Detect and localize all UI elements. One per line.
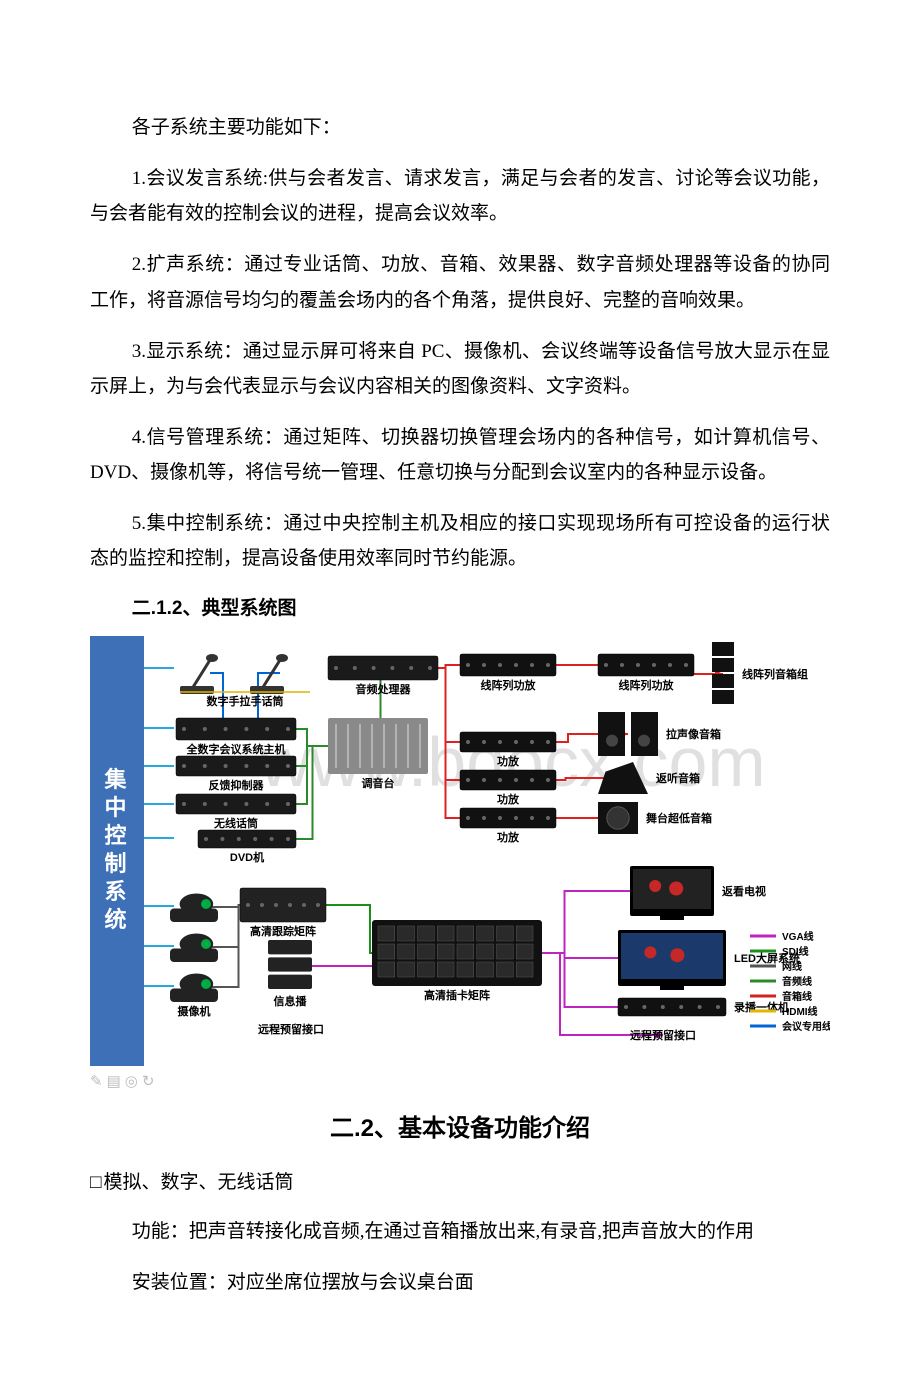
svg-text:返看电视: 返看电视 (722, 884, 766, 898)
svg-text:统: 统 (104, 907, 129, 932)
svg-text:SDI线: SDI线 (782, 945, 809, 958)
paragraph-3: 3.显示系统：通过显示屏可将来自 PC、摄像机、会议终端等设备信号放大显示在显示… (90, 334, 830, 404)
svg-text:VGA线: VGA线 (782, 930, 814, 943)
svg-text:功放: 功放 (497, 830, 520, 844)
paragraph-1: 1.会议发言系统:供与会者发言、请求发言，满足与会者的发言、讨论等会议功能，与会… (90, 161, 830, 231)
system-diagram: 集中控制系统www.bdocx.com数字手拉手话筒音频处理器全数字会议系统主机… (90, 636, 830, 1066)
edit-icon[interactable]: ✎ (90, 1073, 107, 1090)
paragraph-2: 2.扩声系统：通过专业话筒、功放、音箱、效果器、数字音频处理器等设备的协同工作，… (90, 247, 830, 317)
svg-text:集: 集 (103, 767, 129, 792)
image-toolbar: ✎▤◎↻ (90, 1072, 830, 1090)
svg-text:无线话筒: 无线话筒 (213, 816, 258, 830)
svg-text:拉声像音箱: 拉声像音箱 (666, 727, 721, 741)
paragraph-4: 4.信号管理系统：通过矩阵、切换器切换管理会场内的各种信号，如计算机信号、DVD… (90, 420, 830, 490)
svg-text:远程预留接口: 远程预留接口 (630, 1028, 696, 1042)
svg-text:全数字会议系统主机: 全数字会议系统主机 (186, 742, 286, 756)
checkbox-mic-types-text: 模拟、数字、无线话筒 (103, 1172, 293, 1193)
svg-text:音频线: 音频线 (782, 975, 812, 988)
svg-text:功放: 功放 (497, 792, 520, 806)
copy-icon[interactable]: ◎ (125, 1073, 142, 1090)
paragraph-4-text: 4.信号管理系统：通过矩阵、切换器切换管理会场内的各种信号，如计算机信号、DVD… (90, 427, 830, 483)
svg-text:DVD机: DVD机 (230, 850, 264, 864)
svg-text:网线: 网线 (782, 960, 802, 973)
svg-text:线阵列音箱组: 线阵列音箱组 (742, 667, 808, 681)
heading-equipment: 二.2、基本设备功能介绍 (90, 1108, 830, 1143)
checkbox-mic-types: 模拟、数字、无线话筒 (90, 1165, 830, 1200)
svg-text:高清插卡矩阵: 高清插卡矩阵 (424, 988, 490, 1002)
svg-text:反馈抑制器: 反馈抑制器 (209, 778, 265, 792)
paragraph-2-text: 2.扩声系统：通过专业话筒、功放、音箱、效果器、数字音频处理器等设备的协同工作，… (90, 254, 830, 310)
document-page: 各子系统主要功能如下： 1.会议发言系统:供与会者发言、请求发言，满足与会者的发… (0, 0, 920, 1396)
layers-icon[interactable]: ▤ (107, 1073, 125, 1090)
svg-text:线阵列功放: 线阵列功放 (481, 678, 537, 692)
function-line: 功能：把声音转接化成音频,在通过音箱播放出来,有录音,把声音放大的作用 (90, 1214, 830, 1249)
intro-line: 各子系统主要功能如下： (90, 110, 830, 145)
svg-text:音箱线: 音箱线 (782, 990, 812, 1003)
svg-text:高清跟踪矩阵: 高清跟踪矩阵 (250, 924, 316, 938)
svg-text:返听音箱: 返听音箱 (656, 771, 700, 785)
paragraph-5-text: 5.集中控制系统：通过中央控制主机及相应的接口实现现场所有可控设备的运行状态的监… (90, 513, 830, 569)
svg-text:线阵列功放: 线阵列功放 (619, 678, 675, 692)
paragraph-5: 5.集中控制系统：通过中央控制主机及相应的接口实现现场所有可控设备的运行状态的监… (90, 506, 830, 576)
svg-text:会议专用线: 会议专用线 (782, 1020, 830, 1033)
svg-text:制: 制 (104, 851, 129, 876)
svg-text:调音台: 调音台 (362, 776, 395, 790)
rotate-icon[interactable]: ↻ (142, 1073, 159, 1090)
svg-text:数字手拉手话筒: 数字手拉手话筒 (207, 694, 284, 708)
svg-text:信息播: 信息播 (274, 994, 308, 1008)
svg-text:远程预留接口: 远程预留接口 (258, 1022, 324, 1036)
svg-text:控: 控 (104, 823, 129, 848)
svg-text:摄像机: 摄像机 (178, 1004, 211, 1018)
heading-diagram: 二.1.2、典型系统图 (90, 593, 830, 620)
svg-text:舞台超低音箱: 舞台超低音箱 (646, 811, 712, 825)
svg-text:系: 系 (104, 879, 129, 904)
svg-text:中: 中 (104, 795, 129, 820)
svg-text:功放: 功放 (497, 754, 520, 768)
svg-text:音频处理器: 音频处理器 (356, 682, 412, 696)
system-diagram-svg: 集中控制系统www.bdocx.com数字手拉手话筒音频处理器全数字会议系统主机… (90, 636, 830, 1066)
position-line: 安装位置：对应坐席位摆放与会议桌台面 (90, 1265, 830, 1300)
svg-text:HDMI线: HDMI线 (782, 1005, 818, 1018)
paragraph-3-text: 3.显示系统：通过显示屏可将来自 PC、摄像机、会议终端等设备信号放大显示在显示… (90, 341, 830, 397)
paragraph-1-text: 1.会议发言系统:供与会者发言、请求发言，满足与会者的发言、讨论等会议功能，与会… (90, 168, 830, 224)
